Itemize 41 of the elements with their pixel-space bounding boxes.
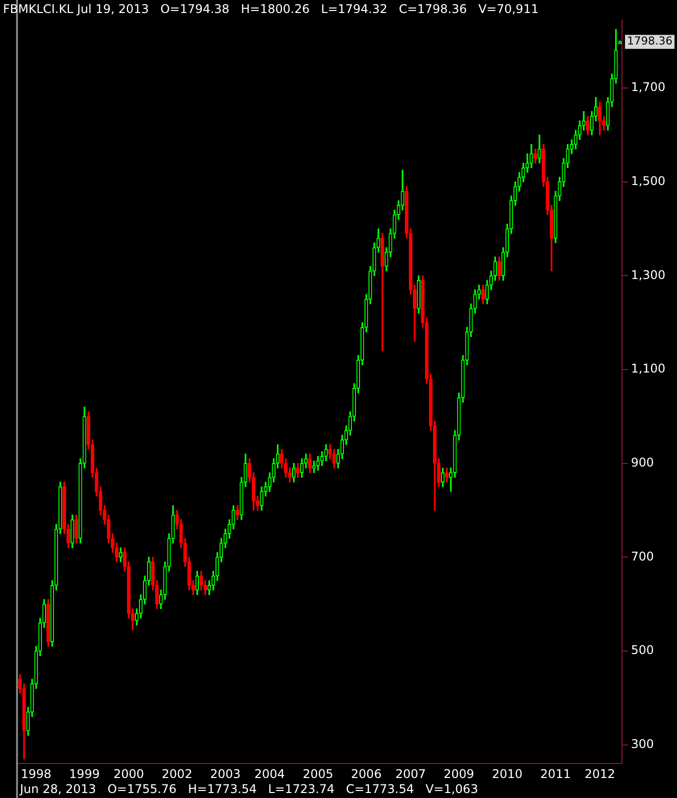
candlestick bbox=[440, 468, 445, 488]
candlestick bbox=[292, 463, 296, 482]
candlestick bbox=[586, 116, 590, 136]
y-tick-label: 1,100 bbox=[631, 362, 666, 376]
candlestick bbox=[316, 456, 320, 471]
x-tick-label: 2000 bbox=[113, 766, 144, 781]
candlestick bbox=[46, 599, 50, 647]
candlestick bbox=[296, 463, 300, 478]
x-tick-label: 2011 bbox=[540, 766, 571, 781]
chart-title: FBMKLCI.KL Jul 19, 2013 O=1794.38 H=1800.26 L=1794.32 C=1798.36 V=70,911 bbox=[3, 2, 539, 16]
y-tick-label: 1,700 bbox=[631, 80, 666, 94]
y-tick-label: 1,300 bbox=[631, 268, 666, 282]
x-tick-label: 2009 bbox=[444, 766, 474, 781]
x-tick-label: 2003 bbox=[210, 766, 241, 781]
candlestick bbox=[416, 275, 420, 314]
y-tick-label: 300 bbox=[631, 736, 654, 751]
y-tick-label: 500 bbox=[631, 643, 654, 658]
candlestick bbox=[260, 486, 264, 511]
y-tick-label: 700 bbox=[631, 549, 654, 564]
x-tick-label: 1999 bbox=[69, 766, 100, 781]
x-tick-label: 1998 bbox=[20, 766, 52, 781]
candlestick bbox=[538, 134, 542, 164]
candlestick bbox=[530, 144, 534, 168]
candlestick bbox=[308, 454, 312, 474]
x-tick-label: 2005 bbox=[302, 766, 334, 781]
candlestick bbox=[481, 284, 485, 304]
x-tick-label: 2002 bbox=[162, 766, 192, 781]
x-tick-label: 2010 bbox=[492, 766, 523, 781]
x-tick-label: 2007 bbox=[395, 766, 426, 781]
text: 1798.36 bbox=[627, 34, 672, 48]
candlestick bbox=[118, 547, 123, 562]
candlestick bbox=[70, 514, 74, 548]
candlestick bbox=[236, 505, 240, 520]
y-tick-label: 1,500 bbox=[631, 174, 666, 188]
text: Jun 28, 2013 O=1755.76 H=1773.54 L=1723.74 C=1773.54 V=1,063 bbox=[19, 782, 478, 796]
x-tick-label: 2006 bbox=[351, 766, 382, 781]
y-tick-label: 900 bbox=[631, 455, 654, 470]
x-tick-label: 2004 bbox=[254, 766, 285, 781]
x-tick-label: 2012 bbox=[584, 766, 616, 781]
candlestick bbox=[534, 148, 538, 164]
candlestick bbox=[195, 570, 200, 596]
